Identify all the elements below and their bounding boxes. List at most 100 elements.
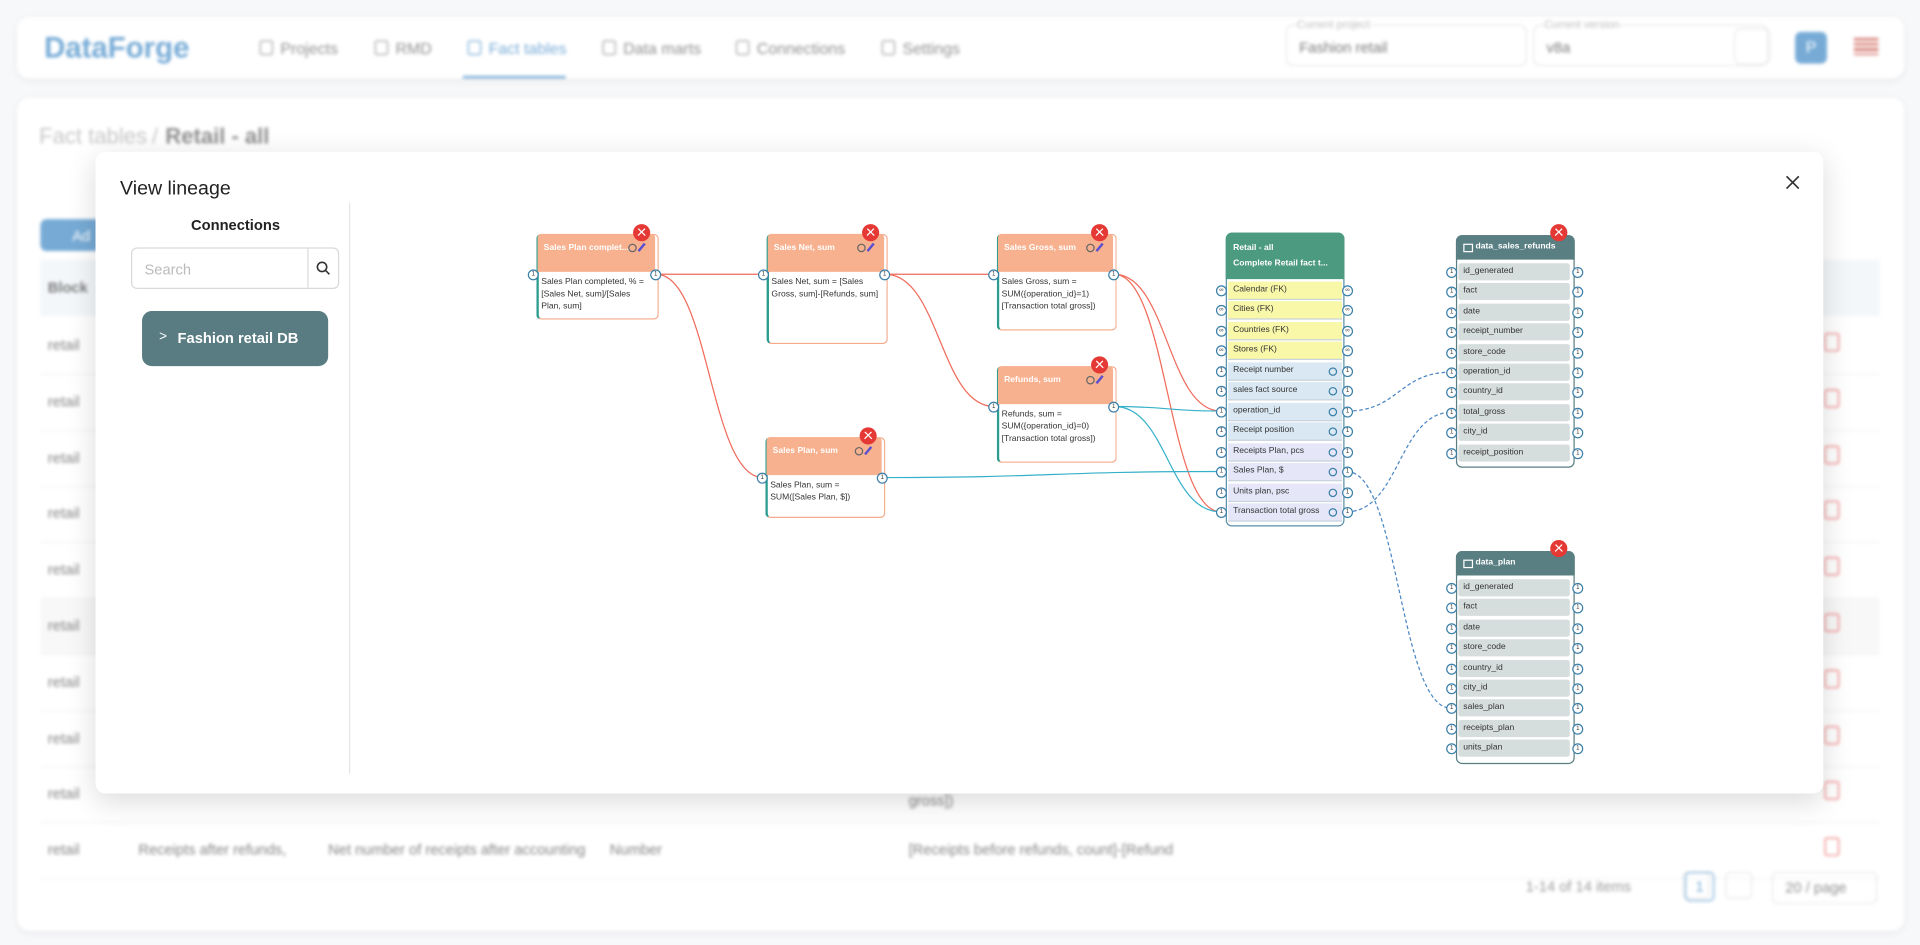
source-field[interactable] — [1458, 639, 1570, 657]
remove-node[interactable] — [1091, 224, 1109, 242]
remove-node[interactable] — [862, 224, 880, 242]
fact-field[interactable] — [1228, 462, 1343, 482]
delete-icon[interactable] — [1824, 557, 1840, 576]
fact-field[interactable] — [1228, 362, 1343, 381]
port-out: ∞ — [1342, 285, 1354, 297]
delete-icon[interactable] — [1824, 389, 1840, 408]
delete-icon[interactable] — [1824, 725, 1840, 744]
delete-icon[interactable] — [1824, 501, 1840, 520]
nav-item[interactable]: RMD — [395, 39, 432, 58]
source-field-name: date — [1463, 623, 1480, 632]
info-icon[interactable] — [1328, 508, 1338, 517]
fact-field[interactable] — [1228, 342, 1343, 361]
info-icon[interactable] — [1328, 487, 1338, 497]
fact-field[interactable] — [1228, 301, 1343, 321]
nav-item[interactable]: Projects — [280, 39, 338, 58]
top-nav: DataForge Projects RMD Fact tables Data mar… — [17, 17, 1905, 79]
nav-item[interactable]: Fact tables — [488, 39, 567, 58]
fact-field[interactable] — [1228, 483, 1343, 502]
remove-node[interactable] — [1550, 224, 1568, 242]
source-field[interactable] — [1458, 283, 1570, 301]
measure-title: Refunds, sum — [1004, 375, 1061, 385]
lineage-edge — [1114, 273, 1221, 513]
fact-field[interactable] — [1228, 442, 1343, 462]
remove-node[interactable] — [859, 427, 877, 445]
nav-item[interactable]: Data marts — [623, 39, 702, 58]
source-field[interactable] — [1458, 263, 1570, 281]
port-in: 1 — [756, 472, 768, 484]
project-select[interactable]: Current project Fashion retail — [1285, 18, 1527, 67]
info-icon[interactable] — [1328, 367, 1338, 376]
avatar[interactable]: P — [1795, 31, 1827, 64]
next-page[interactable] — [1725, 871, 1753, 899]
delete-icon[interactable] — [1824, 669, 1840, 688]
source-field[interactable] — [1458, 343, 1570, 361]
source-field[interactable] — [1458, 619, 1570, 637]
source-field[interactable] — [1458, 383, 1570, 401]
nav-item[interactable]: Connections — [756, 39, 846, 58]
delete-icon[interactable] — [1824, 781, 1840, 801]
source-field[interactable] — [1458, 443, 1570, 462]
close-button[interactable] — [1785, 174, 1800, 190]
connection-item[interactable]: > Fashion retail DB — [142, 311, 329, 367]
info-icon[interactable] — [1328, 407, 1338, 416]
language-flag[interactable] — [1853, 37, 1879, 56]
fact-field[interactable] — [1228, 422, 1343, 441]
info-icon[interactable] — [854, 446, 864, 456]
info-icon[interactable] — [1328, 447, 1338, 457]
info-icon[interactable] — [1328, 467, 1338, 477]
source-field[interactable] — [1458, 739, 1570, 757]
source-field[interactable] — [1458, 599, 1570, 617]
source-field[interactable] — [1458, 423, 1570, 442]
version-select[interactable]: Current version v8a — [1533, 18, 1769, 67]
source-field-name: store_code — [1463, 347, 1506, 356]
info-icon[interactable] — [857, 243, 866, 253]
fact-field[interactable] — [1228, 402, 1343, 421]
fact-field[interactable] — [1228, 321, 1343, 341]
source-field[interactable] — [1458, 659, 1570, 677]
info-icon[interactable] — [1086, 375, 1095, 385]
source-field[interactable] — [1458, 323, 1570, 341]
search-input[interactable]: Search — [131, 247, 340, 289]
port-out: ∞ — [1342, 345, 1354, 357]
delete-icon[interactable] — [1824, 333, 1840, 352]
fact-field[interactable] — [1228, 281, 1343, 301]
source-field[interactable] — [1458, 719, 1570, 737]
fact-field-name: Receipt number — [1233, 365, 1294, 375]
info-icon[interactable] — [1328, 387, 1338, 396]
remove-node[interactable] — [1091, 356, 1109, 374]
table-cell: [Receipts before refunds, count]-[Refund — [908, 841, 1174, 859]
page-size-select[interactable]: 20 / page — [1771, 871, 1878, 904]
fact-subtitle: Complete Retail fact t... — [1233, 259, 1328, 269]
fact-field[interactable] — [1228, 382, 1343, 401]
current-page[interactable]: 1 — [1684, 871, 1715, 902]
info-icon[interactable] — [628, 243, 637, 253]
source-field[interactable] — [1458, 679, 1570, 697]
source-field[interactable] — [1458, 303, 1570, 321]
remove-node[interactable] — [1550, 540, 1568, 558]
more-button[interactable] — [1733, 28, 1771, 65]
delete-icon[interactable] — [1824, 445, 1840, 464]
source-field-name: operation_id — [1463, 367, 1511, 376]
logo[interactable]: DataForge — [44, 31, 190, 65]
port-out: 1 — [1342, 386, 1354, 398]
fact-field[interactable] — [1228, 503, 1343, 522]
source-field[interactable] — [1458, 699, 1570, 717]
port-in: 1 — [1215, 466, 1227, 478]
port-out: 1 — [1342, 426, 1354, 438]
search-icon[interactable] — [316, 261, 331, 276]
lineage-edge — [1346, 371, 1452, 412]
nav-item[interactable]: Settings — [902, 39, 960, 58]
info-icon[interactable] — [1086, 243, 1095, 253]
source-field[interactable] — [1458, 363, 1570, 381]
breadcrumb-separator: / — [151, 123, 158, 149]
breadcrumb-parent[interactable]: Fact tables — [39, 123, 147, 149]
port-out: 1 — [1572, 582, 1584, 594]
source-field[interactable] — [1458, 403, 1570, 421]
delete-icon[interactable] — [1824, 837, 1840, 857]
remove-node[interactable] — [633, 224, 651, 242]
table-cell: retail — [47, 561, 80, 579]
source-field[interactable] — [1458, 579, 1570, 597]
delete-icon[interactable] — [1824, 613, 1840, 632]
info-icon[interactable] — [1328, 427, 1338, 437]
